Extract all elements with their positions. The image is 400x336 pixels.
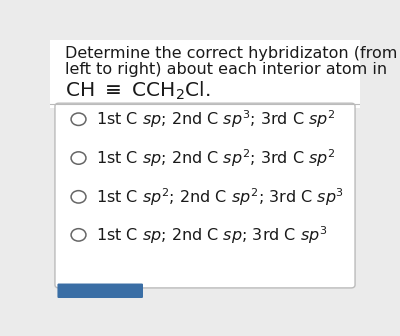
Text: 1st C $\mathit{sp}^{2}$; 2nd C $\mathit{sp}^{2}$; 3rd C $\mathit{sp}^{3}$: 1st C $\mathit{sp}^{2}$; 2nd C $\mathit{… — [96, 186, 344, 208]
Text: CH $\equiv$ CCH$_{2}$Cl.: CH $\equiv$ CCH$_{2}$Cl. — [65, 80, 210, 102]
Text: 1st C $\mathit{sp}$; 2nd C $\mathit{sp}^{2}$; 3rd C $\mathit{sp}^{2}$: 1st C $\mathit{sp}$; 2nd C $\mathit{sp}^… — [96, 147, 336, 169]
FancyBboxPatch shape — [55, 103, 355, 288]
FancyBboxPatch shape — [58, 284, 143, 298]
FancyBboxPatch shape — [50, 40, 360, 108]
Text: 1st C $\mathit{sp}$; 2nd C $\mathit{sp}^{3}$; 3rd C $\mathit{sp}^{2}$: 1st C $\mathit{sp}$; 2nd C $\mathit{sp}^… — [96, 109, 336, 130]
Text: 1st C $\mathit{sp}$; 2nd C $\mathit{sp}$; 3rd C $\mathit{sp}^{3}$: 1st C $\mathit{sp}$; 2nd C $\mathit{sp}$… — [96, 224, 327, 246]
Text: left to right) about each interior atom in: left to right) about each interior atom … — [65, 62, 387, 77]
Text: Determine the correct hybridizaton (from: Determine the correct hybridizaton (from — [65, 46, 397, 61]
